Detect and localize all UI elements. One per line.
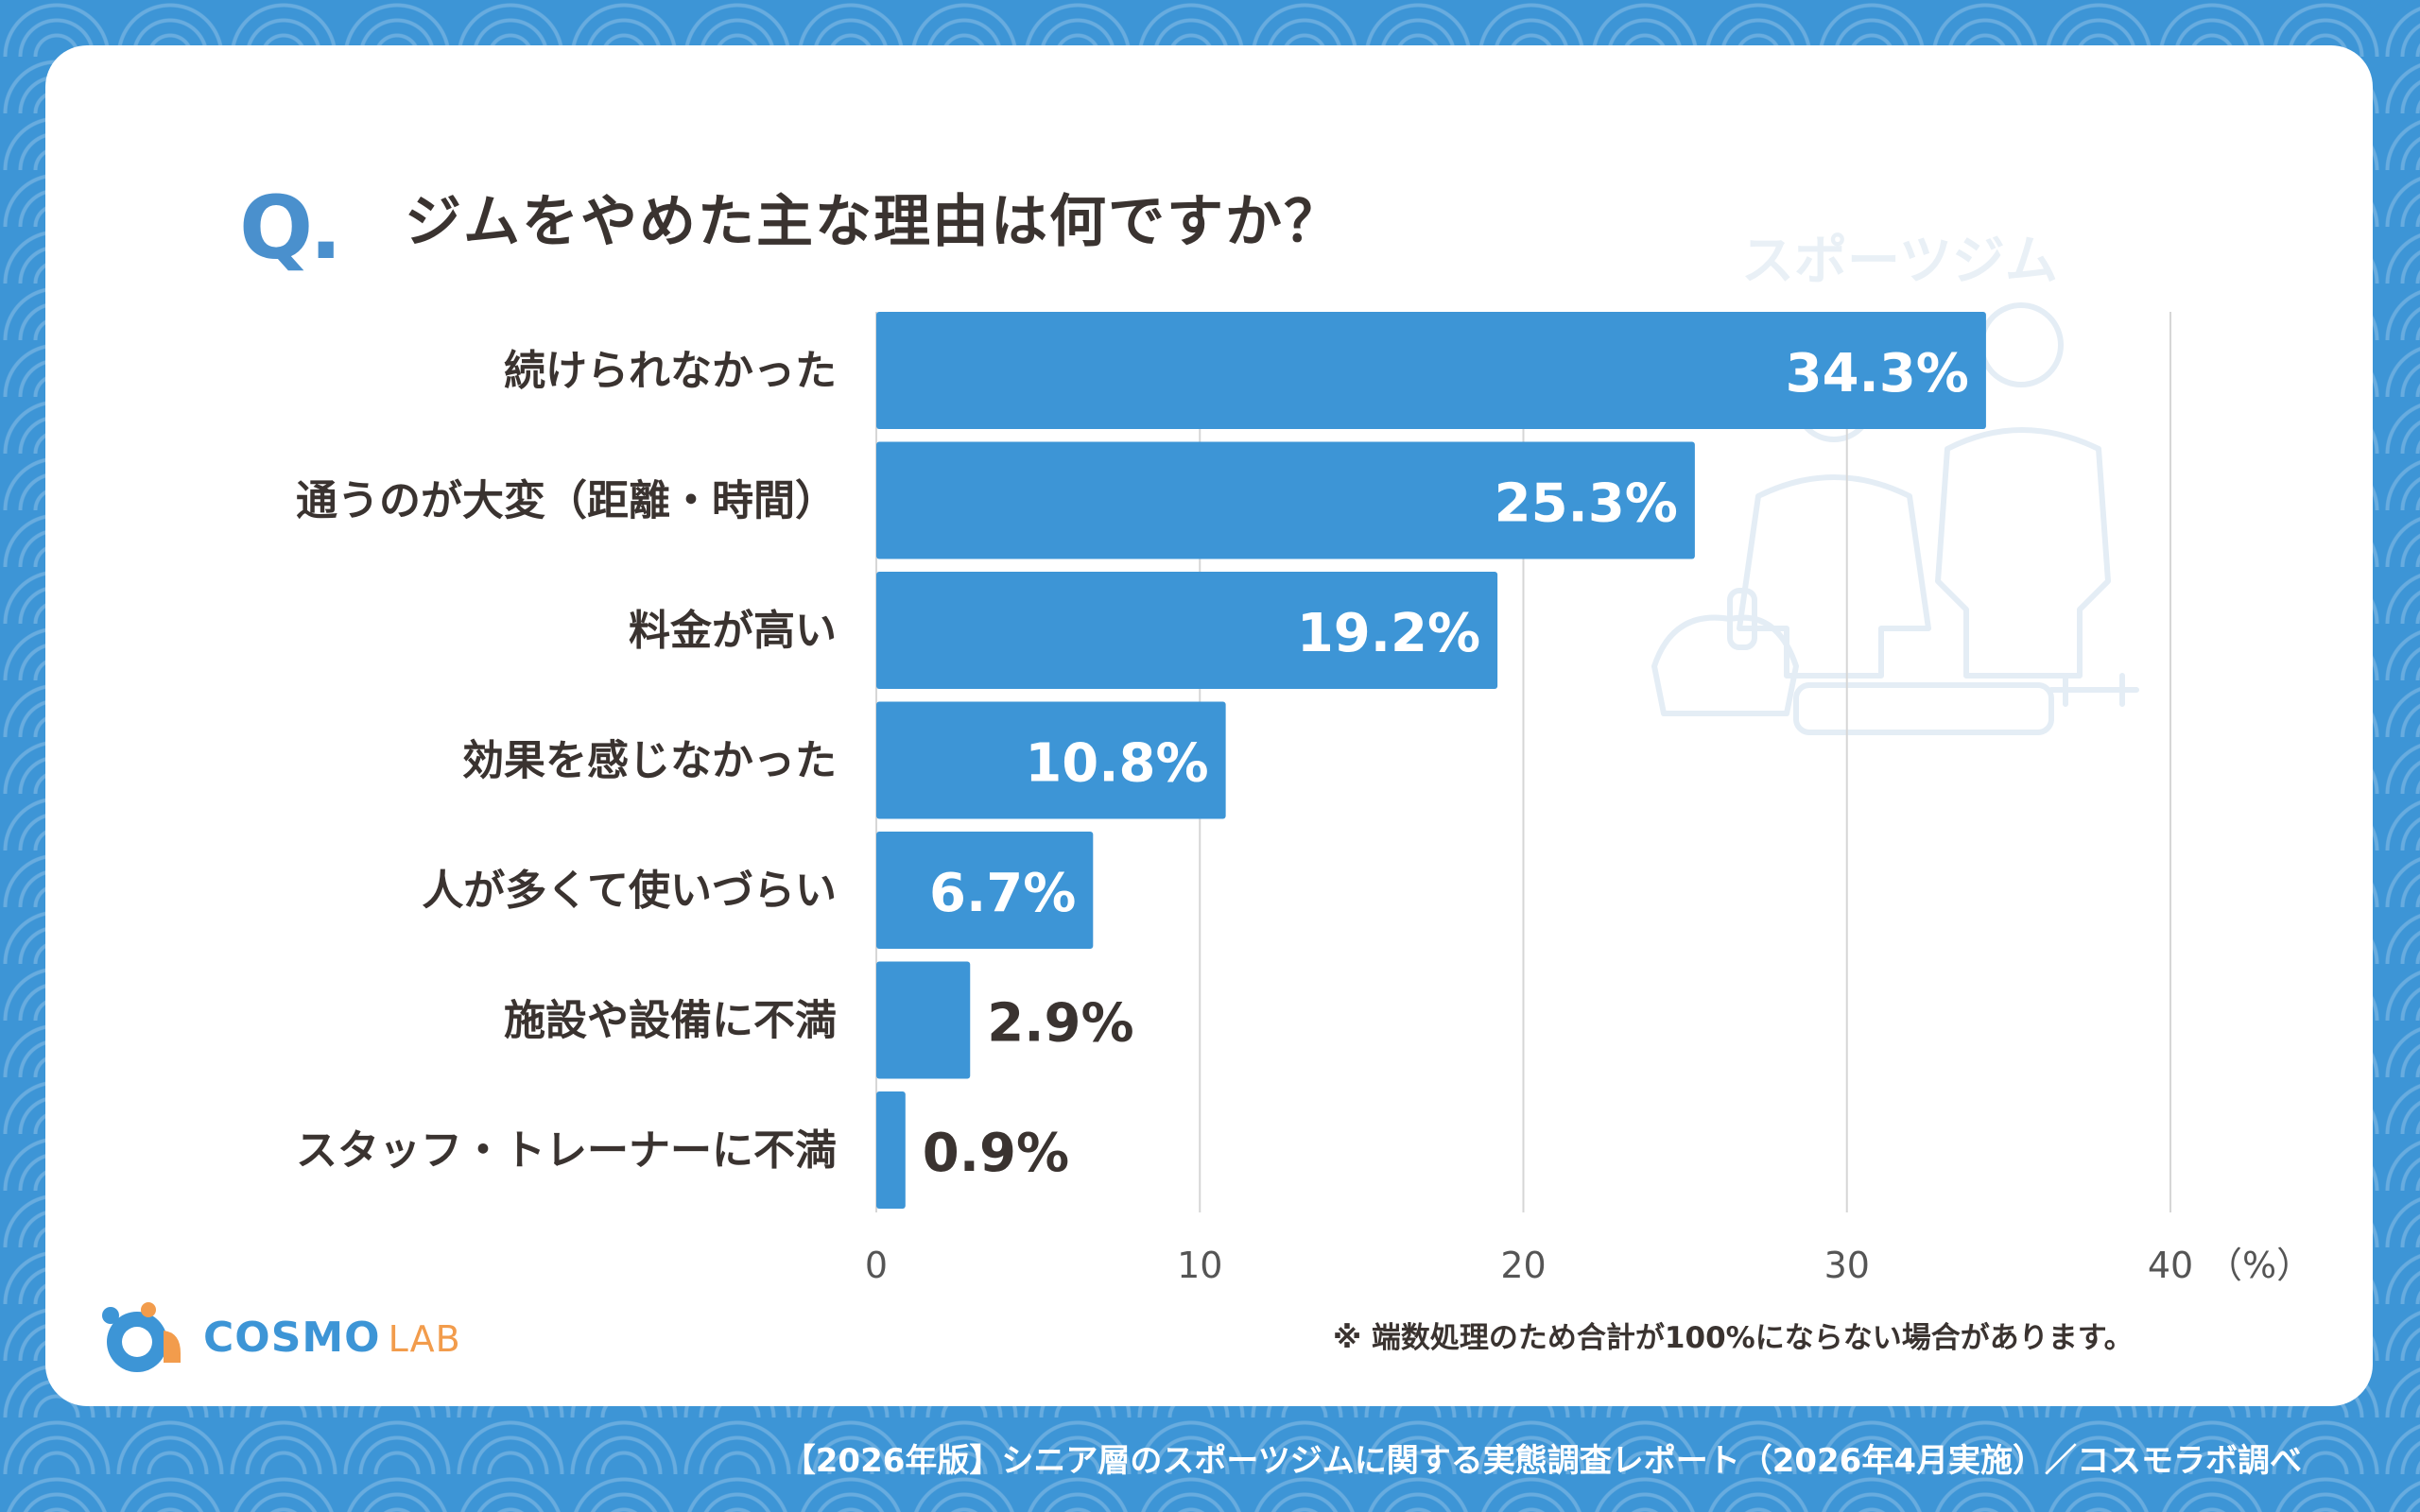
category-label: 通うのが大変（距離・時間）	[296, 477, 837, 525]
gym-illustration: スポーツジム	[1651, 231, 2139, 735]
question-mark: Q.	[239, 178, 342, 279]
data-label: 10.8%	[1025, 733, 1208, 795]
logo-sub-text: LAB	[388, 1317, 461, 1360]
logo-mark-icon	[102, 1302, 181, 1372]
category-label: 続けられなかった	[504, 347, 837, 395]
x-tick-label: 40	[2148, 1245, 2193, 1286]
cosmo-lab-logo: COSMO LAB	[90, 1295, 461, 1380]
data-label: 25.3%	[1495, 473, 1678, 535]
footnote: ※ 端数処理のため合計が100%にならない場合があります。	[1333, 1321, 2134, 1355]
category-label: 施設や設備に不満	[504, 997, 837, 1045]
x-tick-label: 20	[1500, 1245, 1546, 1286]
bar	[876, 441, 1695, 559]
bar	[876, 832, 1094, 949]
data-label: 34.3%	[1786, 343, 1969, 404]
x-tick-label: 0	[865, 1245, 888, 1286]
bar	[876, 312, 1986, 429]
bar	[876, 1091, 906, 1209]
question-title: ジムをやめた主な理由は何ですか？	[405, 189, 1342, 255]
x-axis-unit: （%）	[2206, 1245, 2312, 1286]
category-label: 効果を感じなかった	[462, 737, 837, 785]
logo-main-text: COSMO	[203, 1313, 381, 1362]
category-label: スタッフ・トレーナーに不満	[296, 1126, 837, 1175]
bar	[876, 572, 1498, 689]
illustration-label: スポーツジム	[1741, 231, 2058, 292]
bar	[876, 701, 1226, 819]
data-label: 6.7%	[929, 863, 1076, 924]
logo-text: COSMO LAB	[203, 1314, 461, 1362]
data-label: 2.9%	[987, 993, 1133, 1055]
bar	[876, 961, 971, 1079]
category-label: 料金が高い	[629, 607, 837, 655]
x-tick-label: 30	[1824, 1245, 1870, 1286]
category-label: 人が多くて使いづらい	[422, 867, 837, 915]
source-credit: 【2026年版】シニア層のスポーツジムに関する実態調査レポート（2026年4月実…	[783, 1442, 2302, 1480]
data-label: 0.9%	[923, 1123, 1069, 1184]
data-label: 19.2%	[1297, 603, 1480, 664]
x-tick-label: 10	[1177, 1245, 1222, 1286]
